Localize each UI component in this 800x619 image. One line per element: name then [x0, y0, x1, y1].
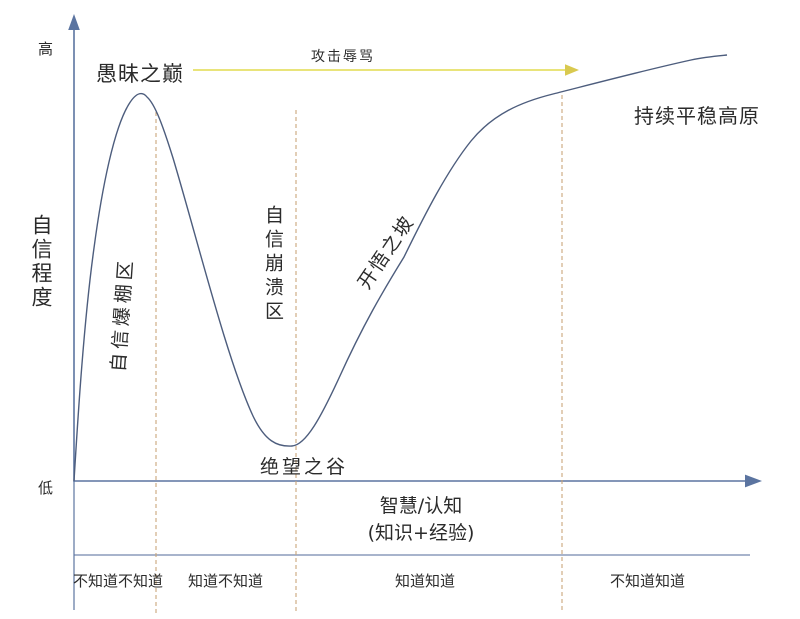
annotation-peak-of-ignorance: 愚昧之巅	[96, 62, 184, 86]
x-axis-title-line2: (知识+经验)	[367, 522, 475, 544]
stage-label-unknown-unknown: 不知道不知道	[73, 572, 164, 590]
annotation-valley-of-despair: 绝望之谷	[259, 456, 348, 478]
stage-label-unknown-known: 不知道知道	[610, 572, 686, 590]
annotation-attack-insult: 攻击辱骂	[311, 49, 375, 65]
confidence-curve	[73, 54, 728, 482]
stage-label-known-unknown: 知道不知道	[188, 572, 264, 590]
x-axis-arrow-icon	[745, 474, 762, 488]
stage-label-known-known: 知道知道	[395, 572, 456, 590]
annotation-confidence-collapse-zone: 自信崩溃区	[262, 205, 284, 325]
x-axis-title: 智慧/认知 (知识+经验)	[310, 493, 532, 547]
y-axis-tick-low: 低	[38, 479, 54, 497]
y-axis-arrow-icon	[68, 14, 80, 30]
x-axis-title-line1: 智慧/认知	[379, 495, 463, 517]
attack-arrow-head-icon	[565, 64, 579, 76]
y-axis-tick-high: 高	[38, 40, 54, 58]
annotation-plateau: 持续平稳高原	[634, 104, 760, 128]
y-axis-title: 自信程度	[29, 214, 53, 310]
